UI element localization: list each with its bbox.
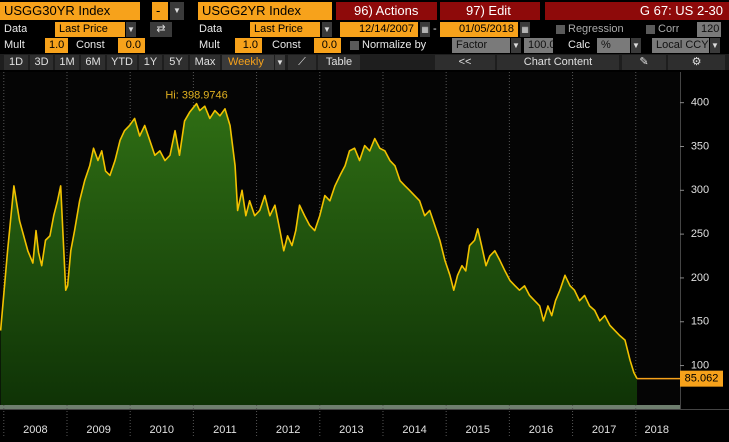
- dropdown-arrow[interactable]: ▼: [511, 38, 521, 53]
- range-button[interactable]: 1Y: [139, 55, 162, 70]
- x-tick-label: 2011: [213, 424, 237, 436]
- x-tick-label: 2012: [276, 424, 300, 436]
- start-date[interactable]: 12/14/2007: [340, 22, 418, 37]
- label: Normalize by: [362, 39, 427, 51]
- x-tick-label: 2014: [402, 424, 426, 436]
- range-button[interactable]: 1M: [55, 55, 79, 70]
- corr-input[interactable]: 120: [697, 22, 721, 37]
- const-input[interactable]: 0.0: [118, 38, 145, 53]
- x-tick-label: 2009: [86, 424, 110, 436]
- security-input[interactable]: USGG2YR Index: [198, 2, 332, 20]
- chart: 2008 2009 2010 2011 2012 2013 2014 2015 2016 2017…: [0, 72, 729, 438]
- label: Mult: [4, 39, 25, 51]
- range-button[interactable]: 3D: [30, 55, 53, 70]
- last-value-label: 85.062: [685, 373, 719, 385]
- separator: -: [433, 23, 437, 35]
- edit-icon[interactable]: ✎: [622, 55, 666, 70]
- checkbox[interactable]: [646, 25, 655, 34]
- dropdown-arrow[interactable]: ▼: [631, 38, 641, 53]
- label: Const: [272, 39, 301, 51]
- line: [0, 102, 638, 380]
- end-date[interactable]: 01/05/2018: [440, 22, 518, 37]
- field-select[interactable]: Last Price: [55, 22, 125, 37]
- frequency-select[interactable]: Weekly: [222, 55, 274, 70]
- x-tick-label: 2017: [592, 424, 616, 436]
- x-tick-label: 2015: [466, 424, 490, 436]
- y-tick-label: 300: [691, 184, 709, 196]
- last-value-box: [680, 370, 723, 387]
- annotation: Hi: 398.9746: [165, 89, 227, 101]
- x-tick-label: 2008: [23, 424, 47, 436]
- label: Data: [199, 23, 223, 35]
- label: Data: [4, 23, 28, 35]
- calc-select[interactable]: %: [597, 38, 630, 53]
- settings-icon[interactable]: ⚙: [668, 55, 725, 70]
- x-tick-label: 2010: [150, 424, 174, 436]
- y-tick-label: 250: [691, 228, 709, 240]
- x-tick-label: 2013: [339, 424, 363, 436]
- mult-input[interactable]: 1.0: [235, 38, 262, 53]
- actions-menu[interactable]: 96) Actions: [336, 2, 437, 20]
- label: Mult: [199, 39, 220, 51]
- chart-type-icon[interactable]: ⟋: [288, 55, 316, 70]
- area: [0, 103, 638, 405]
- normalize-select[interactable]: Factor: [452, 38, 510, 53]
- edit-menu[interactable]: 97) Edit: [440, 2, 540, 20]
- x-tick-label: 2016: [529, 424, 553, 436]
- x-tick-label: 2018: [645, 424, 669, 436]
- page-title: G 67: US 2-30: [545, 2, 729, 20]
- calendar-icon[interactable]: ▦: [520, 22, 530, 37]
- dropdown-arrow[interactable]: ▼: [275, 55, 285, 70]
- calendar-icon[interactable]: ▦: [420, 22, 430, 37]
- y-tick-label: 200: [691, 272, 709, 284]
- currency-select[interactable]: Local CCY: [652, 38, 709, 53]
- y-tick-label: 400: [691, 97, 709, 109]
- checkbox[interactable]: [556, 25, 565, 34]
- label: Calc: [568, 39, 591, 51]
- label: Regression: [568, 23, 624, 35]
- range-button[interactable]: YTD: [107, 55, 137, 70]
- dropdown-arrow[interactable]: ▼: [126, 22, 136, 37]
- const-input[interactable]: 0.0: [314, 38, 341, 53]
- back-button[interactable]: <<: [435, 55, 495, 70]
- dropdown-arrow[interactable]: ▼: [170, 2, 184, 20]
- security-option[interactable]: -: [152, 2, 168, 20]
- security-input[interactable]: USGG30YR Index: [0, 2, 140, 20]
- table-button[interactable]: Table: [318, 55, 360, 70]
- label: Corr: [658, 23, 680, 35]
- y-tick-label: 100: [691, 359, 709, 371]
- range-button[interactable]: 1D: [4, 55, 28, 70]
- mult-input[interactable]: 1.0: [45, 38, 68, 53]
- checkbox[interactable]: [350, 41, 359, 50]
- range-button[interactable]: 5Y: [164, 55, 188, 70]
- dropdown-arrow[interactable]: ▼: [710, 38, 720, 53]
- y-tick-label: 350: [691, 140, 709, 152]
- normalize-input[interactable]: 100.0: [524, 38, 553, 53]
- plot-floor: [0, 405, 680, 409]
- dropdown-arrow[interactable]: ▼: [322, 22, 332, 37]
- range-button[interactable]: Max: [190, 55, 220, 70]
- label: Const: [76, 39, 105, 51]
- range-button[interactable]: 6M: [81, 55, 105, 70]
- link-icon[interactable]: ⇄: [150, 22, 172, 37]
- field-select[interactable]: Last Price: [250, 22, 320, 37]
- y-tick-label: 150: [691, 316, 709, 328]
- chart-content-button[interactable]: Chart Content: [497, 55, 619, 70]
